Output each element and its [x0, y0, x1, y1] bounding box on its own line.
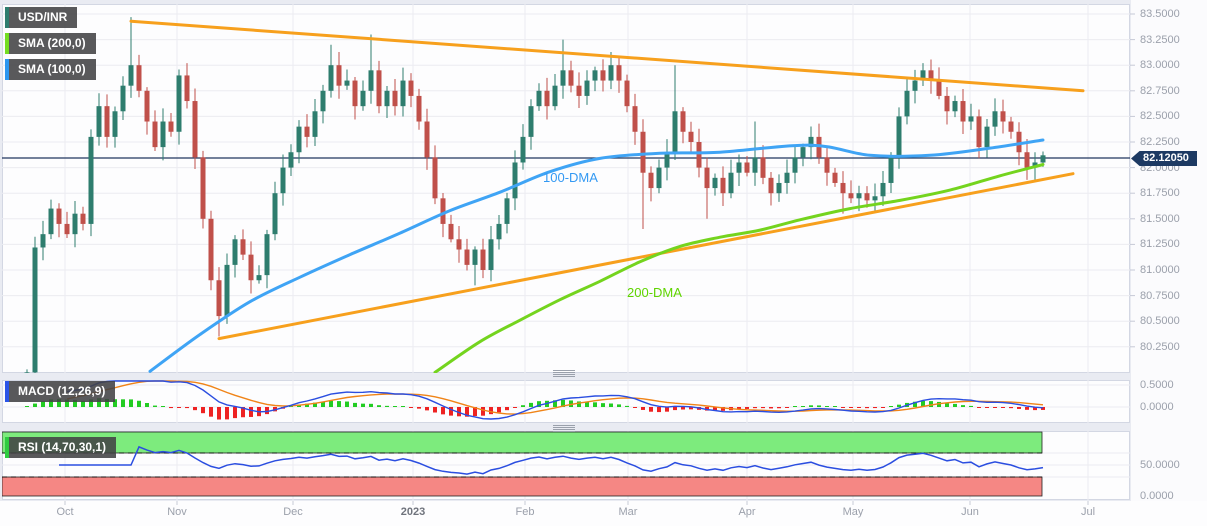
- price-axis-label: 81.5000: [1140, 212, 1180, 225]
- symbol-label: USD/INR: [18, 10, 68, 24]
- price-axis-label: 80.7500: [1140, 289, 1180, 302]
- sma200-accent-bar: [5, 33, 9, 54]
- rsi-axis-label: 0.0000: [1140, 490, 1174, 502]
- panel-divider-handle[interactable]: [553, 425, 575, 432]
- price-axis-label: 81.0000: [1140, 264, 1180, 276]
- legend-macd[interactable]: MACD (12,26,9): [5, 381, 116, 402]
- time-axis[interactable]: [0, 501, 1207, 526]
- price-axis-label: 83.5000: [1140, 8, 1180, 20]
- macd-axis-label: 0.5000: [1140, 379, 1174, 391]
- time-axis-label: Jul: [1080, 506, 1096, 518]
- legend-rsi[interactable]: RSI (14,70,30,1): [5, 437, 117, 458]
- macd-panel[interactable]: [2, 380, 1130, 423]
- price-axis-label: 82.5000: [1140, 110, 1180, 123]
- symbol-accent-bar: [5, 7, 9, 28]
- macd-axis-label: 0.0000: [1140, 401, 1174, 413]
- macd-accent-bar: [5, 381, 9, 402]
- price-axis[interactable]: [1131, 0, 1207, 526]
- time-axis-label: 2023: [400, 506, 426, 518]
- dma200-annotation: 200-DMA: [627, 285, 682, 300]
- time-axis-label: Apr: [738, 506, 756, 518]
- time-axis-label: Oct: [56, 506, 74, 518]
- time-axis-label: Feb: [515, 506, 535, 518]
- dma100-annotation: 100-DMA: [543, 170, 598, 185]
- time-axis-label: Jun: [961, 506, 979, 518]
- legend-sma200[interactable]: SMA (200,0): [5, 33, 96, 54]
- sma200-label: SMA (200,0): [18, 36, 86, 50]
- price-axis-label: 83.2500: [1140, 33, 1180, 46]
- rsi-label: RSI (14,70,30,1): [18, 440, 107, 454]
- price-axis-label: 81.2500: [1140, 238, 1180, 251]
- price-axis-label: 81.7500: [1140, 187, 1180, 200]
- price-axis-label: 83.0000: [1140, 59, 1180, 72]
- time-axis-label: Mar: [618, 506, 638, 518]
- rsi-axis-label: 50.0000: [1140, 459, 1180, 471]
- panel-divider-handle[interactable]: [553, 370, 575, 377]
- sma100-label: SMA (100,0): [18, 62, 86, 76]
- last-price-tag: 82.12050: [1131, 151, 1197, 166]
- price-axis-label: 80.2500: [1140, 340, 1180, 353]
- macd-label: MACD (12,26,9): [18, 384, 106, 398]
- time-axis-label: Dec: [283, 506, 303, 518]
- rsi-accent-bar: [5, 437, 9, 458]
- price-axis-label: 82.7500: [1140, 84, 1180, 97]
- legend-sma100[interactable]: SMA (100,0): [5, 59, 96, 80]
- time-axis-label: Nov: [167, 506, 187, 518]
- price-axis-label: 80.5000: [1140, 315, 1180, 328]
- legend-symbol[interactable]: USD/INR: [5, 7, 78, 28]
- time-axis-label: May: [842, 506, 864, 518]
- price-axis-label: 82.2500: [1140, 136, 1180, 148]
- sma100-accent-bar: [5, 59, 9, 80]
